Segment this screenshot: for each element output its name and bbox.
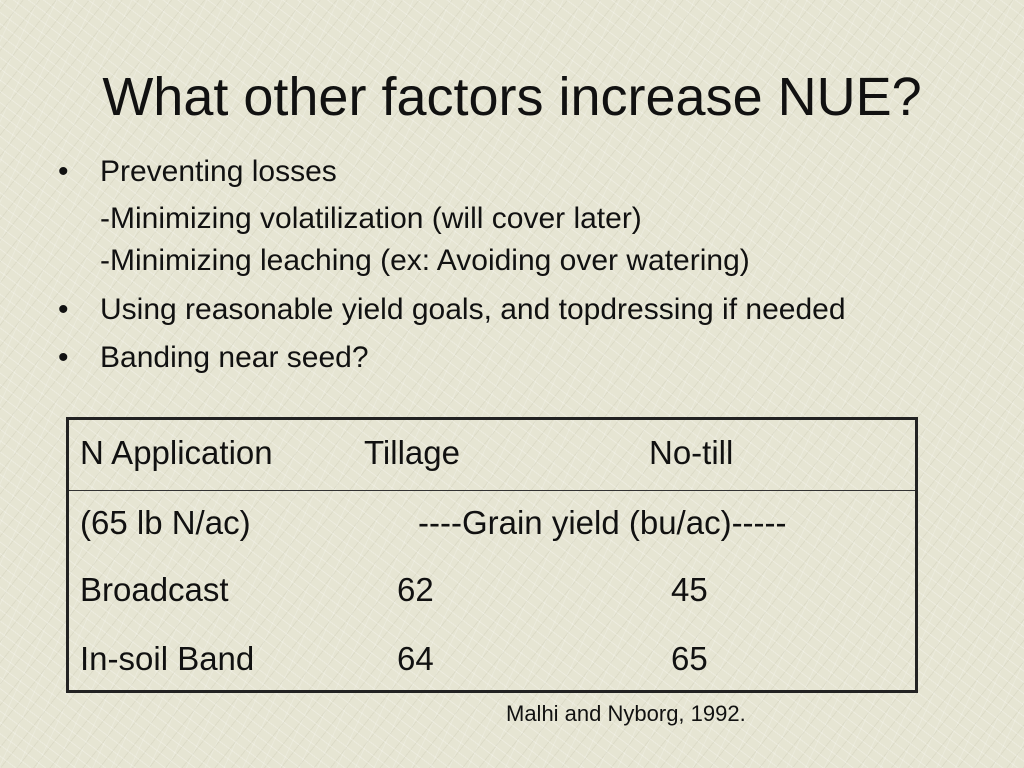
bullet-marker: •	[58, 293, 69, 326]
bullet-text: Banding near seed?	[100, 341, 369, 374]
citation: Malhi and Nyborg, 1992.	[506, 701, 746, 726]
bullet-text: Using reasonable yield goals, and topdre…	[100, 293, 846, 326]
row-label-broadcast: Broadcast	[80, 571, 229, 608]
bullet-list: • Preventing losses -Minimizing volatili…	[58, 152, 846, 378]
units-row-label: (65 lb N/ac)	[80, 504, 251, 541]
bullet-item: • Banding near seed?	[58, 338, 846, 378]
bullet-item: • Preventing losses	[58, 152, 846, 192]
cell-broadcast-tillage: 62	[397, 571, 434, 608]
bullet-text: Preventing losses	[100, 155, 337, 188]
bullet-item: • Using reasonable yield goals, and topd…	[58, 290, 846, 330]
bullet-marker: •	[58, 155, 69, 188]
table-header-row: N Application Tillage No-till	[69, 420, 915, 491]
sub-bullet-item: -Minimizing leaching (ex: Avoiding over …	[100, 244, 750, 277]
cell-broadcast-no-till: 45	[671, 571, 708, 608]
sub-bullet-list: -Minimizing volatilization (will cover l…	[58, 198, 846, 282]
bullet-marker: •	[58, 341, 69, 374]
slide-title: What other factors increase NUE?	[102, 67, 922, 127]
units-row-caption: ----Grain yield (bu/ac)-----	[418, 504, 787, 541]
cell-band-no-till: 65	[671, 640, 708, 677]
header-tillage: Tillage	[364, 434, 460, 471]
header-no-till: No-till	[649, 434, 734, 471]
yield-table: N Application Tillage No-till (65 lb N/a…	[66, 417, 918, 693]
sub-bullet-item: -Minimizing volatilization (will cover l…	[100, 202, 642, 235]
cell-band-tillage: 64	[397, 640, 434, 677]
header-n-application: N Application	[80, 434, 273, 471]
row-label-in-soil-band: In-soil Band	[80, 640, 255, 677]
